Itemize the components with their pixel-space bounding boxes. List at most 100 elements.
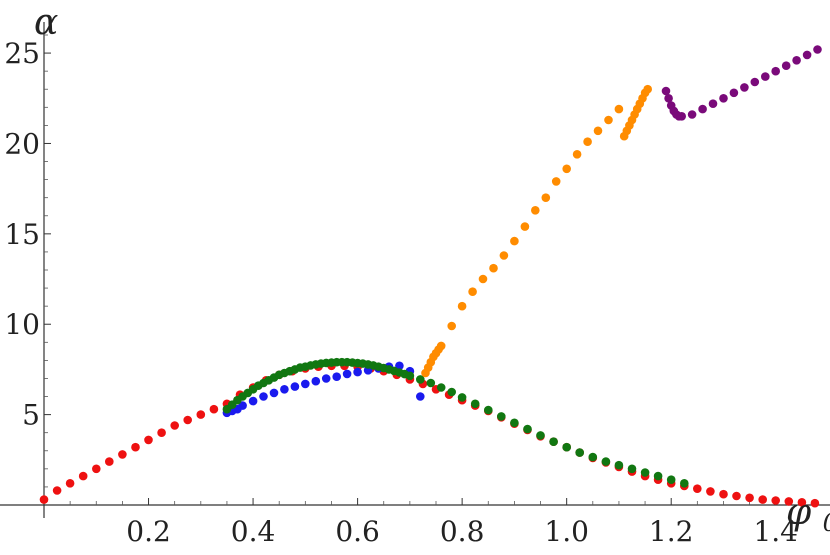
data-point (105, 457, 114, 466)
data-point (719, 489, 728, 499)
data-point (290, 382, 300, 391)
data-point (484, 405, 493, 415)
data-point (259, 392, 268, 401)
data-point (680, 479, 689, 488)
data-point (792, 56, 801, 65)
data-point (677, 112, 686, 121)
data-point (321, 374, 331, 383)
x-tick-label: 0.2 (126, 515, 171, 548)
data-point (131, 442, 140, 452)
data-point (170, 421, 179, 430)
data-point (457, 393, 467, 402)
data-point (588, 452, 598, 462)
data-point (758, 495, 767, 504)
y-tick-label: 20 (4, 127, 40, 160)
data-point (614, 104, 624, 114)
data-point (593, 126, 603, 136)
tick-marks (44, 34, 803, 505)
data-point (248, 396, 258, 406)
data-point (708, 99, 718, 108)
data-point (520, 222, 530, 231)
data-point (687, 110, 697, 119)
data-point (551, 177, 561, 186)
data-point (740, 83, 749, 92)
data-point (447, 321, 457, 331)
data-point (353, 367, 362, 377)
data-point (750, 77, 760, 87)
y-tick-label: 10 (4, 308, 40, 341)
data-point (601, 457, 611, 466)
data-point (693, 484, 702, 494)
data-point (583, 137, 592, 146)
data-point (510, 418, 519, 428)
data-point (416, 375, 425, 384)
data-point (405, 371, 415, 381)
data-point (157, 428, 166, 438)
data-point (562, 442, 571, 452)
data-point (575, 448, 584, 457)
data-point (447, 387, 457, 397)
tick-labels: 0.2 0.4 0.6 0.8 1.0 1.2 1.4 5 10 15 20 25 (4, 37, 798, 548)
data-point (78, 471, 88, 481)
y-tick-label: 25 (4, 37, 40, 70)
data-point (531, 206, 540, 215)
data-point (92, 464, 101, 474)
x-tick-label: 0.6 (335, 515, 380, 548)
data-point (311, 376, 321, 386)
data-point (470, 399, 480, 409)
axes (0, 22, 830, 518)
data-point (489, 263, 498, 273)
data-point (144, 435, 153, 445)
data-point (436, 383, 446, 392)
data-point (196, 410, 206, 419)
data-point (614, 460, 624, 470)
data-point (269, 388, 279, 398)
data-point (729, 88, 739, 98)
data-point (238, 401, 247, 410)
data-point (784, 497, 794, 506)
data-point (604, 115, 613, 125)
data-point (280, 385, 289, 394)
data-point (183, 415, 192, 425)
data-point (468, 287, 477, 297)
data-point (572, 150, 582, 159)
data-point (745, 493, 754, 503)
x-tick-label: 0.4 (231, 515, 276, 548)
data-point (761, 72, 770, 81)
data-point (627, 464, 637, 474)
x-tick-label: 1.2 (649, 515, 694, 548)
data-point (732, 491, 741, 501)
data-point (497, 412, 506, 421)
data-point (640, 468, 650, 477)
data-point (797, 498, 807, 507)
x-axis-label-subscript: 0 (823, 509, 830, 537)
data-point (457, 301, 467, 311)
data-point (719, 94, 728, 103)
data-point (664, 94, 673, 103)
data-point (478, 274, 488, 284)
data-point (653, 471, 663, 481)
data-point (771, 66, 780, 76)
data-point (523, 424, 532, 434)
data-point (426, 378, 436, 388)
y-axis-label: α (34, 2, 58, 43)
data-point (342, 369, 352, 379)
data-point (549, 437, 558, 447)
data-point (301, 379, 310, 389)
data-point (332, 372, 342, 382)
data-point (643, 84, 652, 94)
data-point (118, 450, 127, 459)
data-point (209, 404, 219, 414)
data-point (510, 236, 519, 246)
x-tick-label: 1.0 (544, 515, 589, 548)
data-point (416, 392, 425, 401)
x-tick-label: 0.8 (440, 515, 485, 548)
data-point (698, 104, 707, 114)
series-2 (222, 357, 689, 488)
data-point (771, 496, 780, 505)
data-point (562, 164, 571, 174)
data-point (536, 431, 545, 440)
x-axis-label-main: φ (786, 492, 812, 533)
x-axis-label: φ 0 (786, 492, 830, 537)
